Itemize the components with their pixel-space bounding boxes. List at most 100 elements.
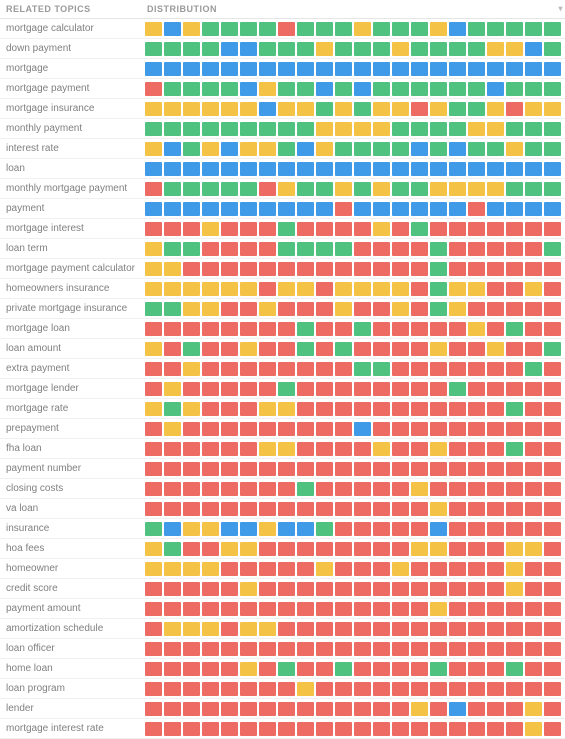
- distribution-cells: [141, 399, 565, 419]
- dist-cell: [506, 382, 523, 396]
- dist-cell: [297, 102, 314, 116]
- dist-cell: [449, 502, 466, 516]
- dist-cell: [544, 602, 561, 616]
- dist-cell: [335, 342, 352, 356]
- topic-label[interactable]: loan: [0, 159, 141, 179]
- topic-label[interactable]: hoa fees: [0, 539, 141, 559]
- topic-label[interactable]: down payment: [0, 39, 141, 59]
- distribution-cells: [141, 139, 565, 159]
- topic-label[interactable]: mortgage: [0, 59, 141, 79]
- dist-cell: [183, 282, 200, 296]
- dist-cell: [259, 242, 276, 256]
- dist-cell: [487, 722, 504, 736]
- topic-label[interactable]: mortgage insurance: [0, 99, 141, 119]
- topic-label[interactable]: va loan: [0, 499, 141, 519]
- dist-cell: [221, 22, 238, 36]
- dist-cell: [202, 702, 219, 716]
- dist-cell: [221, 182, 238, 196]
- topic-label[interactable]: mortgage payment: [0, 79, 141, 99]
- topic-label[interactable]: mortgage payment calculator: [0, 259, 141, 279]
- dist-cell: [316, 642, 333, 656]
- dist-cell: [278, 262, 295, 276]
- dist-cell: [506, 282, 523, 296]
- topic-label[interactable]: home loan: [0, 659, 141, 679]
- dist-cell: [240, 482, 257, 496]
- dist-cell: [259, 422, 276, 436]
- topic-label[interactable]: monthly payment: [0, 119, 141, 139]
- topic-label[interactable]: loan officer: [0, 639, 141, 659]
- dist-cell: [164, 662, 181, 676]
- topic-label[interactable]: mortgage lender: [0, 379, 141, 399]
- topic-label[interactable]: prepayment: [0, 419, 141, 439]
- dist-cell: [221, 382, 238, 396]
- dist-cell: [487, 302, 504, 316]
- dist-cell: [183, 622, 200, 636]
- dist-cell: [354, 242, 371, 256]
- distribution-cells: [141, 459, 565, 479]
- topic-label[interactable]: closing costs: [0, 479, 141, 499]
- dist-cell: [354, 422, 371, 436]
- distribution-cells: [141, 299, 565, 319]
- topic-label[interactable]: monthly mortgage payment: [0, 179, 141, 199]
- dist-cell: [183, 562, 200, 576]
- topic-label[interactable]: payment amount: [0, 599, 141, 619]
- dist-cell: [278, 562, 295, 576]
- dist-cell: [449, 362, 466, 376]
- dist-cell: [373, 222, 390, 236]
- distribution-cells: [141, 379, 565, 399]
- dist-cell: [373, 662, 390, 676]
- dist-cell: [145, 582, 162, 596]
- topic-label[interactable]: mortgage rate: [0, 399, 141, 419]
- topic-label[interactable]: lender: [0, 699, 141, 719]
- topic-label[interactable]: mortgage interest: [0, 219, 141, 239]
- dist-cell: [297, 402, 314, 416]
- table-row: hoa fees: [0, 539, 565, 559]
- dist-cell: [487, 102, 504, 116]
- dist-cell: [487, 242, 504, 256]
- topic-label[interactable]: payment: [0, 199, 141, 219]
- header-related-topics[interactable]: RELATED TOPICS: [0, 0, 141, 19]
- topic-label[interactable]: insurance: [0, 519, 141, 539]
- dist-cell: [202, 502, 219, 516]
- dist-cell: [164, 542, 181, 556]
- dist-cell: [297, 602, 314, 616]
- dist-cell: [430, 362, 447, 376]
- topic-label[interactable]: mortgage interest rate: [0, 719, 141, 739]
- topic-label[interactable]: interest rate: [0, 139, 141, 159]
- topic-label[interactable]: mortgage loan: [0, 319, 141, 339]
- dist-cell: [506, 342, 523, 356]
- dist-cell: [221, 542, 238, 556]
- topic-label[interactable]: homeowner: [0, 559, 141, 579]
- table-row: lender: [0, 699, 565, 719]
- topic-label[interactable]: extra payment: [0, 359, 141, 379]
- distribution-cells: [141, 599, 565, 619]
- dist-cell: [278, 62, 295, 76]
- topic-label[interactable]: private mortgage insurance: [0, 299, 141, 319]
- dist-cell: [525, 362, 542, 376]
- dist-cell: [525, 342, 542, 356]
- dist-cell: [164, 502, 181, 516]
- dist-cell: [544, 242, 561, 256]
- topic-label[interactable]: homeowners insurance: [0, 279, 141, 299]
- topic-label[interactable]: fha loan: [0, 439, 141, 459]
- dist-cell: [259, 362, 276, 376]
- dist-cell: [297, 482, 314, 496]
- dist-cell: [506, 202, 523, 216]
- topic-label[interactable]: loan program: [0, 679, 141, 699]
- topic-label[interactable]: amortization schedule: [0, 619, 141, 639]
- table-row: payment: [0, 199, 565, 219]
- topic-label[interactable]: loan term: [0, 239, 141, 259]
- dist-cell: [525, 282, 542, 296]
- dist-cell: [259, 182, 276, 196]
- dist-cell: [259, 482, 276, 496]
- header-distribution[interactable]: DISTRIBUTION ▾: [141, 0, 565, 19]
- dist-cell: [354, 182, 371, 196]
- dist-cell: [145, 122, 162, 136]
- topic-label[interactable]: loan amount: [0, 339, 141, 359]
- topic-label[interactable]: credit score: [0, 579, 141, 599]
- topic-label[interactable]: payment number: [0, 459, 141, 479]
- topic-label[interactable]: mortgage calculator: [0, 19, 141, 39]
- table-row: home loan: [0, 659, 565, 679]
- sort-icon[interactable]: ▾: [558, 4, 563, 13]
- dist-cell: [354, 362, 371, 376]
